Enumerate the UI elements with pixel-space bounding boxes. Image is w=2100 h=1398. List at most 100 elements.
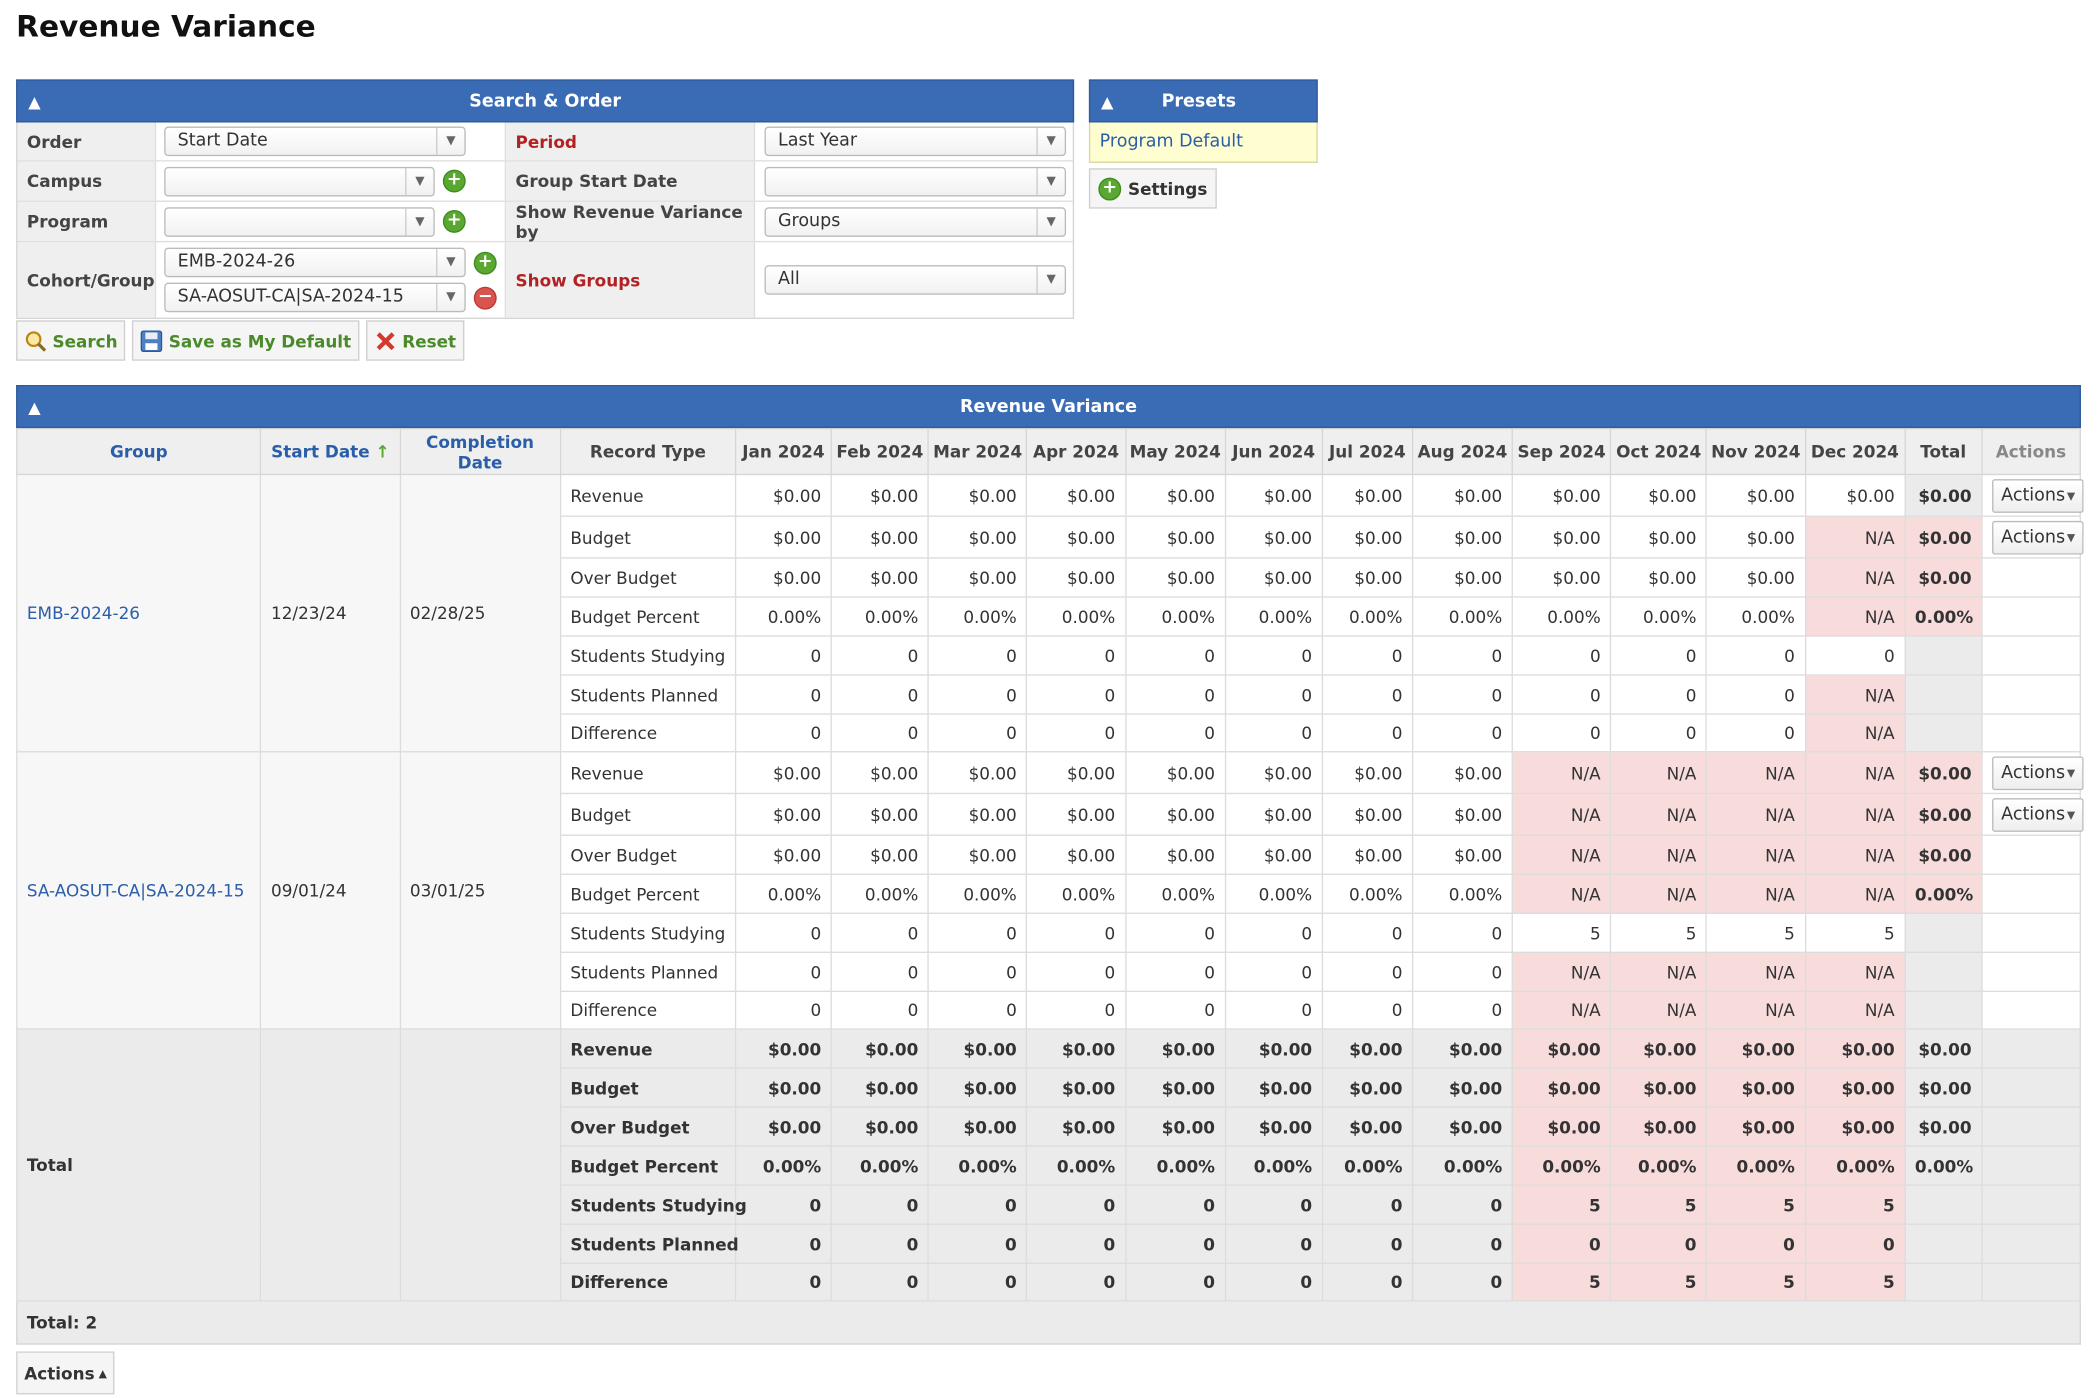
show-groups-select[interactable]: All ▼ bbox=[764, 265, 1067, 295]
value-cell: $0.00 bbox=[1411, 751, 1514, 795]
sort-ascending-icon[interactable]: ↑ bbox=[369, 441, 390, 462]
show-by-select[interactable]: Groups ▼ bbox=[764, 206, 1067, 237]
actions-cell bbox=[1980, 1262, 2081, 1302]
total-value-cell: 0.00% bbox=[1610, 1145, 1708, 1186]
total-cell bbox=[1904, 674, 1983, 715]
total-value-cell: 0 bbox=[1610, 1223, 1708, 1264]
column-header-label: Total bbox=[1920, 441, 1967, 462]
total-value-cell: $0.00 bbox=[734, 1106, 832, 1147]
remove-cohort-icon[interactable]: − bbox=[473, 286, 497, 309]
total-cell: 0.00% bbox=[1904, 596, 1983, 637]
total-value-cell: $0.00 bbox=[1321, 1067, 1414, 1108]
actions-cell bbox=[1980, 873, 2081, 914]
row-actions-button[interactable]: Actions bbox=[1991, 797, 2084, 832]
group-start-date-select[interactable]: ▼ bbox=[764, 166, 1067, 196]
value-cell: 0.00% bbox=[1321, 596, 1414, 637]
total-value-cell: 0 bbox=[1321, 1262, 1414, 1302]
completion-date-cell: 03/01/25 bbox=[399, 751, 561, 1030]
row-actions-button[interactable]: Actions bbox=[1991, 520, 2084, 554]
total-value-cell: 0.00% bbox=[830, 1145, 930, 1186]
column-header-label: Feb 2024 bbox=[836, 441, 924, 462]
search-button[interactable]: Search bbox=[16, 320, 126, 361]
group-link[interactable]: EMB-2024-26 bbox=[26, 603, 140, 624]
reset-button[interactable]: Reset bbox=[365, 320, 465, 361]
collapse-caret-icon[interactable]: ▲ bbox=[28, 398, 41, 418]
add-cohort-icon[interactable]: + bbox=[473, 251, 497, 274]
column-header-aug-2024: Aug 2024 bbox=[1411, 428, 1514, 476]
add-campus-icon[interactable]: + bbox=[442, 169, 466, 193]
total-cell: $0.00 bbox=[1904, 557, 1983, 598]
total-value-cell: $0.00 bbox=[1511, 1106, 1612, 1147]
order-select[interactable]: Start Date ▼ bbox=[164, 126, 466, 157]
total-value-cell: 5 bbox=[1610, 1184, 1708, 1225]
value-cell: 0.00% bbox=[1705, 596, 1806, 637]
period-select[interactable]: Last Year ▼ bbox=[764, 126, 1067, 157]
total-value-cell: 0 bbox=[734, 1184, 832, 1225]
revenue-variance-header[interactable]: ▲ Revenue Variance bbox=[16, 384, 2081, 429]
total-value-cell: 0 bbox=[1124, 1262, 1226, 1302]
search-order-header[interactable]: ▲ Search & Order bbox=[16, 79, 1075, 123]
chevron-down-icon: ▼ bbox=[436, 127, 464, 155]
column-header-completion-date[interactable]: Completion Date bbox=[399, 428, 561, 476]
record-type-cell: Budget bbox=[559, 792, 737, 836]
total-row: Budget $0.00 $0.00 $0.00 $0.00 $0.00 $0.00 $0.0… bbox=[17, 1067, 2081, 1108]
collapse-caret-icon[interactable]: ▲ bbox=[1101, 92, 1114, 112]
program-select[interactable]: ▼ bbox=[164, 206, 435, 237]
total-value-cell: $0.00 bbox=[1804, 1067, 1906, 1108]
value-cell: 0 bbox=[1610, 635, 1708, 676]
presets-header[interactable]: ▲ Presets bbox=[1088, 79, 1318, 123]
value-cell: $0.00 bbox=[734, 515, 832, 559]
total-row: Students Studying 0 0 0 0 0 0 0 0 5 5 5 5 bbox=[17, 1184, 2081, 1225]
chevron-down-icon: ▼ bbox=[1036, 207, 1064, 235]
value-cell: 0 bbox=[1026, 951, 1126, 993]
row-actions-button[interactable]: Actions bbox=[1991, 478, 2084, 513]
column-header-start-date[interactable]: Start Date ↑ bbox=[260, 428, 401, 476]
total-value-cell: 0 bbox=[1124, 1184, 1226, 1225]
total-value-cell: 0 bbox=[734, 1223, 832, 1264]
actions-cell bbox=[1980, 1028, 2081, 1069]
value-cell: $0.00 bbox=[1511, 515, 1612, 559]
collapse-caret-icon[interactable]: ▲ bbox=[28, 92, 41, 112]
value-cell: $0.00 bbox=[734, 834, 832, 875]
settings-button[interactable]: + Settings bbox=[1088, 168, 1217, 209]
value-cell: 0 bbox=[1124, 674, 1226, 715]
value-cell: $0.00 bbox=[1804, 473, 1906, 517]
grand-total-cell bbox=[1904, 1262, 1983, 1302]
value-cell: $0.00 bbox=[927, 557, 1028, 598]
total-value-cell: 0 bbox=[1705, 1223, 1806, 1264]
value-cell: $0.00 bbox=[1511, 557, 1612, 598]
value-cell: 0.00% bbox=[734, 873, 832, 914]
total-value-cell: 5 bbox=[1705, 1184, 1806, 1225]
total-value-cell: 0 bbox=[1124, 1223, 1226, 1264]
value-cell: N/A bbox=[1804, 515, 1906, 559]
value-cell: $0.00 bbox=[1321, 473, 1414, 517]
cohort-select-2[interactable]: SA-AOSUT-CA|SA-2024-15 ▼ bbox=[164, 282, 466, 313]
value-cell: N/A bbox=[1804, 873, 1906, 914]
total-cell: $0.00 bbox=[1904, 792, 1983, 836]
value-cell: $0.00 bbox=[734, 751, 832, 795]
total-row: Difference 0 0 0 0 0 0 0 0 5 5 5 5 bbox=[17, 1262, 2081, 1302]
value-cell: $0.00 bbox=[1610, 515, 1708, 559]
column-header-group[interactable]: Group bbox=[16, 428, 262, 476]
row-actions-button[interactable]: Actions bbox=[1991, 755, 2084, 790]
value-cell: $0.00 bbox=[1511, 473, 1612, 517]
campus-select[interactable]: ▼ bbox=[164, 166, 435, 196]
column-header-label: Jan 2024 bbox=[742, 441, 825, 462]
value-cell: 0 bbox=[1321, 713, 1414, 753]
value-cell: 0 bbox=[1705, 635, 1806, 676]
column-header-label: Group bbox=[110, 441, 168, 462]
value-cell: 0 bbox=[734, 635, 832, 676]
add-program-icon[interactable]: + bbox=[442, 209, 466, 233]
value-cell: 0.00% bbox=[830, 873, 930, 914]
total-value-cell: $0.00 bbox=[1705, 1028, 1806, 1069]
value-cell: $0.00 bbox=[1411, 557, 1514, 598]
column-header-label: Aug 2024 bbox=[1417, 441, 1508, 462]
save-default-button[interactable]: Save as My Default bbox=[132, 320, 360, 361]
bottom-actions-button[interactable]: Actions ▲ bbox=[16, 1351, 115, 1395]
value-cell: N/A bbox=[1804, 596, 1906, 637]
close-icon bbox=[376, 331, 395, 350]
cohort-select-1[interactable]: EMB-2024-26 ▼ bbox=[164, 247, 466, 278]
show-groups-label: Show Groups bbox=[506, 242, 756, 318]
preset-item[interactable]: Program Default bbox=[1088, 122, 1318, 163]
group-link[interactable]: SA-AOSUT-CA|SA-2024-15 bbox=[26, 880, 245, 901]
